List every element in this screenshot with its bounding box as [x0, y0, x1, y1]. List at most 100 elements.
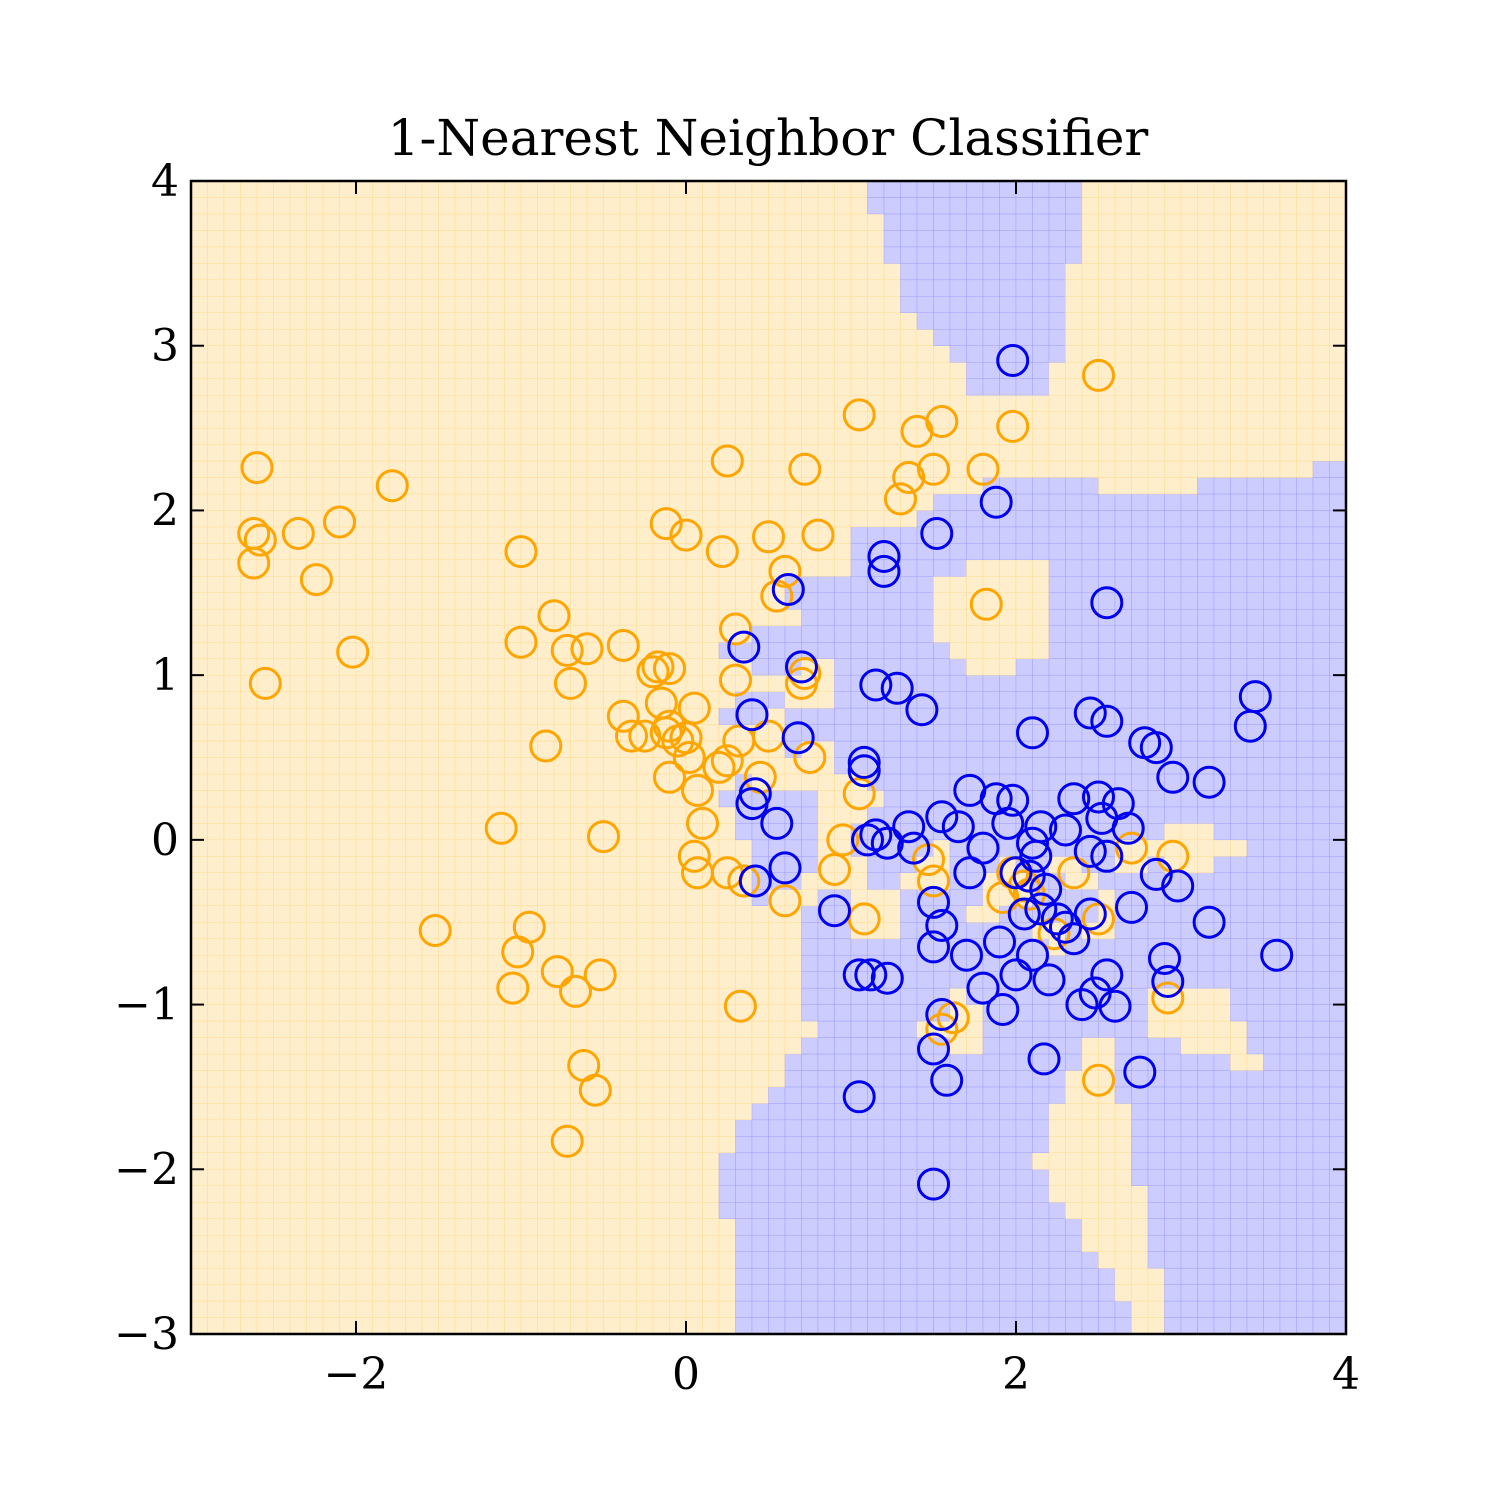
region-cell-class-0 [190, 1103, 208, 1121]
region-cell-class-0 [520, 246, 538, 264]
region-cell-class-1 [817, 592, 835, 610]
region-cell-class-0 [256, 856, 274, 874]
region-cell-class-1 [1213, 954, 1231, 972]
region-cell-class-0 [190, 757, 208, 775]
region-cell-class-0 [322, 477, 340, 495]
region-cell-class-0 [306, 1070, 324, 1088]
region-cell-class-0 [355, 559, 373, 577]
region-cell-class-0 [619, 905, 637, 923]
region-cell-class-0 [669, 609, 687, 626]
region-cell-class-0 [784, 1037, 802, 1055]
region-cell-class-0 [190, 1020, 208, 1038]
region-cell-class-0 [438, 1267, 456, 1285]
region-cell-class-0 [520, 1136, 538, 1154]
region-cell-class-1 [966, 707, 984, 725]
region-cell-class-0 [619, 839, 637, 857]
region-cell-class-0 [636, 625, 654, 643]
region-cell-class-0 [537, 1004, 555, 1022]
region-cell-class-1 [900, 592, 918, 610]
region-cell-class-0 [685, 954, 703, 972]
region-cell-class-0 [685, 642, 703, 659]
region-cell-class-1 [1032, 1169, 1050, 1186]
region-cell-class-0 [1312, 394, 1330, 412]
region-cell-class-0 [883, 460, 901, 478]
region-cell-class-1 [933, 1202, 951, 1219]
region-cell-class-1 [883, 1103, 901, 1121]
region-cell-class-1 [1147, 1103, 1165, 1121]
region-cell-class-1 [1098, 674, 1116, 692]
region-cell-class-1 [850, 1136, 868, 1154]
region-cell-class-1 [1081, 938, 1099, 956]
region-cell-class-0 [207, 180, 225, 198]
region-cell-class-1 [900, 790, 918, 808]
region-cell-class-1 [966, 1284, 984, 1302]
region-cell-class-0 [553, 757, 571, 775]
region-cell-class-0 [1015, 609, 1033, 626]
region-cell-class-1 [784, 1152, 802, 1170]
region-cell-class-0 [1147, 378, 1165, 396]
region-cell-class-0 [405, 279, 423, 297]
region-cell-class-0 [652, 625, 670, 643]
region-cell-class-0 [1213, 213, 1231, 231]
region-cell-class-0 [405, 1185, 423, 1203]
region-cell-class-0 [306, 1004, 324, 1022]
region-cell-class-0 [1263, 279, 1281, 297]
region-cell-class-1 [999, 740, 1017, 758]
region-cell-class-1 [1098, 510, 1116, 528]
region-cell-class-1 [1312, 823, 1330, 841]
region-cell-class-0 [636, 1004, 654, 1022]
region-cell-class-0 [553, 493, 571, 511]
region-cell-class-0 [685, 213, 703, 231]
region-cell-class-1 [1296, 1070, 1314, 1088]
region-cell-class-0 [1213, 263, 1231, 281]
region-cell-class-1 [900, 625, 918, 643]
region-cell-class-0 [454, 773, 472, 791]
region-cell-class-0 [190, 361, 208, 379]
region-cell-class-0 [817, 790, 835, 808]
region-cell-class-0 [900, 872, 918, 890]
region-cell-class-0 [388, 806, 406, 824]
region-cell-class-0 [1131, 1202, 1149, 1219]
region-cell-class-0 [735, 312, 753, 330]
region-cell-class-0 [273, 230, 291, 248]
region-cell-class-0 [1131, 312, 1149, 330]
region-cell-class-0 [306, 1234, 324, 1252]
region-cell-class-0 [372, 526, 390, 544]
point-class-0 [1057, 856, 1091, 890]
region-cell-class-0 [339, 1300, 357, 1318]
region-cell-class-0 [388, 1202, 406, 1219]
region-cell-class-0 [339, 971, 357, 989]
region-cell-class-0 [636, 263, 654, 281]
region-cell-class-0 [240, 922, 258, 939]
region-cell-class-0 [306, 213, 324, 231]
region-cell-class-1 [801, 1169, 819, 1186]
region-cell-class-0 [784, 1020, 802, 1038]
region-cell-class-1 [916, 1152, 934, 1170]
region-cell-class-0 [619, 757, 637, 775]
region-cell-class-0 [223, 1251, 241, 1269]
region-cell-class-1 [1263, 1070, 1281, 1088]
region-cell-class-0 [256, 872, 274, 890]
region-cell-class-0 [652, 889, 670, 906]
region-cell-class-0 [1098, 1169, 1116, 1186]
region-cell-class-0 [421, 856, 439, 874]
region-cell-class-0 [1065, 361, 1083, 379]
region-cell-class-0 [1081, 246, 1099, 264]
region-cell-class-0 [372, 922, 390, 939]
region-cell-class-0 [768, 230, 786, 248]
region-cell-class-0 [207, 773, 225, 791]
region-cell-class-0 [223, 757, 241, 775]
region-cell-class-0 [1065, 345, 1083, 363]
region-cell-class-0 [339, 757, 357, 775]
region-cell-class-0 [454, 576, 472, 593]
region-cell-class-0 [454, 1185, 472, 1203]
region-cell-class-0 [850, 246, 868, 264]
region-cell-class-1 [867, 1251, 885, 1269]
region-cell-class-1 [1164, 806, 1182, 824]
region-cell-class-0 [223, 674, 241, 692]
region-cell-class-1 [850, 674, 868, 692]
region-cell-class-0 [1213, 180, 1231, 198]
region-cell-class-0 [405, 938, 423, 956]
region-cell-class-0 [702, 279, 720, 297]
region-cell-class-0 [652, 971, 670, 989]
